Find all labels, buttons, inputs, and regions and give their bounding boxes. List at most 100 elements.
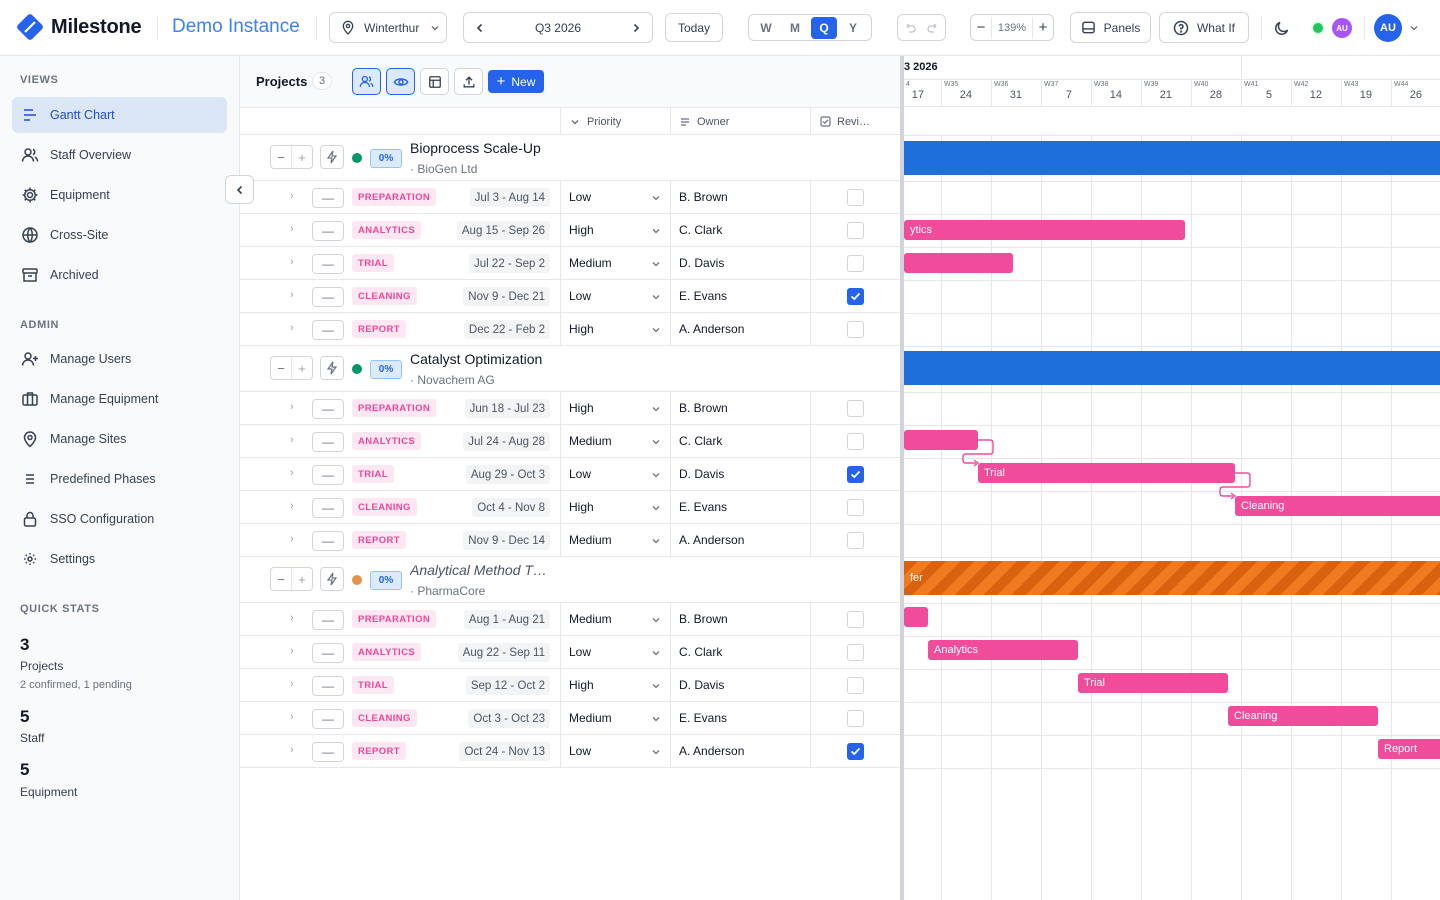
phase-menu-button[interactable]: —	[312, 676, 344, 696]
collapse-expand-control[interactable]: − +	[270, 356, 313, 380]
priority-column-header[interactable]: Priority	[560, 108, 671, 135]
sidebar-item-sso-configuration[interactable]: SSO Configuration	[12, 501, 227, 537]
priority-cell[interactable]	[560, 247, 671, 279]
phase-bar[interactable]: Cleaning	[1228, 706, 1378, 726]
chevron-right-icon[interactable]: ›	[290, 612, 294, 624]
phase-row[interactable]: › — CLEANING Oct 4 - Nov 8 High E. Evans	[240, 491, 901, 524]
project-name[interactable]: Analytical Method T…	[410, 562, 547, 578]
project-row[interactable]: − + 0% Catalyst Optimization · Novachem A…	[240, 346, 901, 392]
what-if-button[interactable]: What If	[1159, 12, 1249, 43]
owner-cell[interactable]	[670, 735, 811, 767]
priority-cell[interactable]	[560, 181, 671, 213]
sidebar-item-predefined-phases[interactable]: Predefined Phases	[12, 461, 227, 497]
phase-dates[interactable]: Aug 15 - Sep 26	[456, 221, 550, 240]
project-name[interactable]: Catalyst Optimization	[410, 351, 543, 367]
priority-cell[interactable]	[560, 425, 671, 457]
owner-cell[interactable]	[670, 181, 811, 213]
undo-icon[interactable]	[898, 17, 922, 39]
review-checkbox[interactable]	[847, 400, 864, 417]
expand-button[interactable]: +	[298, 360, 306, 376]
phase-dates[interactable]: Jul 3 - Aug 14	[469, 188, 550, 207]
priority-cell[interactable]	[560, 280, 671, 312]
collapse-button[interactable]: −	[271, 146, 292, 168]
phase-row[interactable]: › — CLEANING Oct 3 - Oct 23 Medium E. Ev…	[240, 702, 901, 735]
phase-dates[interactable]: Nov 9 - Dec 14	[463, 531, 550, 550]
zoom-out-button[interactable]: −	[976, 19, 986, 36]
phase-menu-button[interactable]: —	[312, 221, 344, 241]
priority-cell[interactable]	[560, 491, 671, 523]
chevron-right-icon[interactable]: ›	[290, 467, 294, 479]
phase-menu-button[interactable]: —	[312, 432, 344, 452]
phase-dates[interactable]: Oct 3 - Oct 23	[468, 709, 550, 728]
phase-row[interactable]: › — TRIAL Jul 22 - Sep 2 Medium D. Davis	[240, 247, 901, 280]
project-row[interactable]: − + 0% Analytical Method T… · PharmaCore	[240, 557, 901, 603]
phase-dates[interactable]: Sep 12 - Oct 2	[465, 676, 550, 695]
sidebar-item-manage-sites[interactable]: Manage Sites	[12, 421, 227, 457]
review-checkbox[interactable]	[847, 321, 864, 338]
collapse-button[interactable]: −	[271, 357, 292, 379]
review-checkbox[interactable]	[847, 710, 864, 727]
collapse-button[interactable]: −	[271, 568, 292, 590]
collapse-expand-control[interactable]: − +	[270, 567, 313, 591]
priority-cell[interactable]	[560, 735, 671, 767]
review-checkbox[interactable]	[847, 532, 864, 549]
phase-row[interactable]: › — REPORT Dec 22 - Feb 2 High A. Anders…	[240, 313, 901, 346]
review-checkbox[interactable]	[847, 466, 864, 483]
sidebar-item-cross-site[interactable]: Cross-Site	[12, 217, 227, 253]
owner-cell[interactable]	[670, 702, 811, 734]
phase-menu-button[interactable]: —	[312, 531, 344, 551]
chevron-right-icon[interactable]: ›	[290, 256, 294, 268]
phase-dates[interactable]: Oct 4 - Nov 8	[472, 498, 550, 517]
phase-dates[interactable]: Dec 22 - Feb 2	[463, 320, 550, 339]
phase-row[interactable]: › — PREPARATION Jun 18 - Jul 23 High B. …	[240, 392, 901, 425]
sidebar-item-gantt-chart[interactable]: Gantt Chart	[12, 97, 227, 133]
project-name[interactable]: Bioprocess Scale-Up	[410, 140, 541, 156]
priority-cell[interactable]	[560, 214, 671, 246]
priority-cell[interactable]	[560, 669, 671, 701]
sidebar-item-settings[interactable]: Settings	[12, 541, 227, 577]
chevron-left-icon[interactable]	[474, 22, 486, 34]
chevron-right-icon[interactable]: ›	[290, 434, 294, 446]
priority-cell[interactable]	[560, 458, 671, 490]
priority-cell[interactable]	[560, 702, 671, 734]
layout-button[interactable]	[420, 68, 449, 95]
visibility-toggle-button[interactable]	[386, 68, 415, 95]
sidebar-item-equipment[interactable]: Equipment	[12, 177, 227, 213]
user-avatar[interactable]: AU	[1374, 14, 1402, 42]
chevron-right-icon[interactable]: ›	[290, 289, 294, 301]
priority-cell[interactable]	[560, 392, 671, 424]
phase-dates[interactable]: Oct 24 - Nov 13	[459, 742, 550, 761]
phase-bar[interactable]: Cleaning	[1235, 496, 1440, 516]
phase-bar[interactable]: Report	[1378, 739, 1440, 759]
review-checkbox[interactable]	[847, 433, 864, 450]
chevron-right-icon[interactable]: ›	[290, 401, 294, 413]
phase-row[interactable]: › — REPORT Nov 9 - Dec 14 Medium A. Ande…	[240, 524, 901, 557]
review-checkbox[interactable]	[847, 611, 864, 628]
review-checkbox[interactable]	[847, 288, 864, 305]
phase-menu-button[interactable]: —	[312, 254, 344, 274]
quick-action-button[interactable]	[320, 145, 344, 169]
phase-bar[interactable]	[904, 430, 978, 450]
expand-button[interactable]: +	[298, 149, 306, 165]
redo-icon[interactable]	[922, 17, 946, 39]
project-row[interactable]: − + 0% Bioprocess Scale-Up · BioGen Ltd	[240, 135, 901, 181]
view-week-button[interactable]: W	[760, 20, 772, 35]
phase-bar[interactable]: Analytics	[928, 640, 1078, 660]
review-checkbox[interactable]	[847, 255, 864, 272]
project-summary-bar[interactable]	[904, 351, 1440, 385]
chevron-right-icon[interactable]: ›	[290, 711, 294, 723]
chevron-right-icon[interactable]: ›	[290, 645, 294, 657]
chevron-right-icon[interactable]: ›	[290, 322, 294, 334]
priority-cell[interactable]	[560, 313, 671, 345]
review-checkbox[interactable]	[847, 222, 864, 239]
review-column-header[interactable]: Revi…	[810, 108, 901, 135]
phase-bar[interactable]: Trial	[1078, 673, 1228, 693]
owner-column-header[interactable]: Owner	[670, 108, 811, 135]
chevron-right-icon[interactable]	[630, 22, 642, 34]
phase-row[interactable]: › — TRIAL Sep 12 - Oct 2 High D. Davis	[240, 669, 901, 702]
phase-dates[interactable]: Jun 18 - Jul 23	[464, 399, 550, 418]
phase-row[interactable]: › — CLEANING Nov 9 - Dec 21 Low E. Evans	[240, 280, 901, 313]
new-project-button[interactable]: + New	[488, 70, 544, 93]
owner-cell[interactable]	[670, 425, 811, 457]
chevron-right-icon[interactable]: ›	[290, 744, 294, 756]
